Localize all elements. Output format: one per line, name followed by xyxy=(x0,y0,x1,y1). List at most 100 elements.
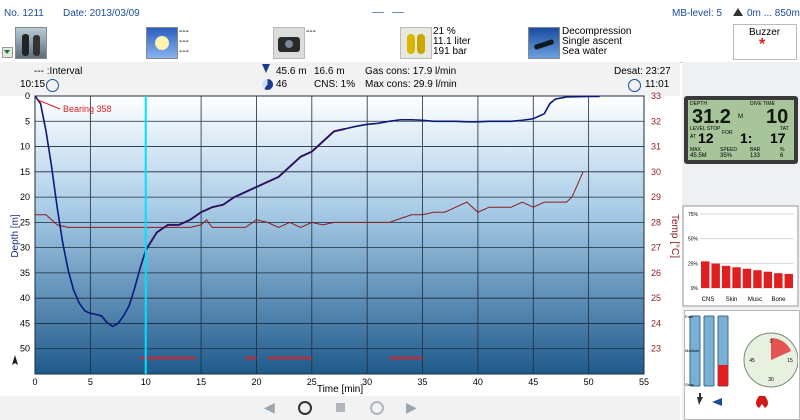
lcd-pct-label: % xyxy=(780,147,785,153)
clock-icon xyxy=(46,79,59,92)
lungs-icon xyxy=(12,355,18,365)
ascent-mode: Single ascent xyxy=(562,36,623,47)
tissue-tube xyxy=(689,315,701,387)
temp-tick-label: 26 xyxy=(651,268,661,278)
avg-depth: 16.6 m xyxy=(314,66,345,77)
exit-time: 11:01 xyxy=(645,79,670,90)
zoom-in-icon[interactable] xyxy=(298,401,312,415)
bearing-annotation: Bearing 358 xyxy=(63,104,112,114)
tissue-bar xyxy=(774,273,783,288)
tissue-bar xyxy=(763,271,773,288)
temp-tick-label: 30 xyxy=(651,167,661,177)
weather-value: --- xyxy=(179,46,189,57)
tissue-category-label: Bone xyxy=(771,297,786,303)
tank-oxygen: 21 % xyxy=(433,26,456,37)
depth-tick-label: 25 xyxy=(20,217,30,227)
lcd-max-value: 45.5M xyxy=(690,153,707,159)
lcd-speed-value: 35% xyxy=(720,153,733,159)
tube-label: Slow xyxy=(685,382,694,387)
tissue-bars xyxy=(701,261,793,288)
water-type: Sea water xyxy=(562,46,608,57)
camera-value: --- xyxy=(306,26,316,37)
tissue-saturation-chart: 75% 50% 25% 0% CNS Skin Musc Bone xyxy=(682,205,799,307)
temp-axis: 33 32 31 30 29 28 27 26 25 24 23 xyxy=(651,91,661,354)
interval-label: --- :Interval xyxy=(34,66,83,77)
temp-tick-label: 25 xyxy=(651,293,661,303)
stopwatch-sector xyxy=(771,338,792,360)
x-tick-label: 40 xyxy=(473,377,483,387)
cns-value: CNS: 1% xyxy=(314,79,356,90)
tissue-y-tick: 25% xyxy=(688,261,699,267)
temp-tick-label: 24 xyxy=(651,318,661,328)
tissue-y-tick: 50% xyxy=(688,237,699,243)
buzzer-panel[interactable]: Buzzer * xyxy=(733,24,797,60)
weather-value: --- xyxy=(179,26,189,37)
buzzer-indicator: * xyxy=(759,36,766,53)
entry-time: 10:15 xyxy=(20,79,46,90)
x-tick-label: 10 xyxy=(141,377,151,387)
temp-tick-label: 28 xyxy=(651,217,661,227)
temperature-series xyxy=(35,171,584,228)
lcd-max-label: MAX xyxy=(690,147,701,153)
dive-time: 46 xyxy=(276,79,288,90)
depth-tick-label: 0 xyxy=(25,91,30,101)
tissue-category-label: Musc xyxy=(748,297,762,303)
gas-consumption: Gas cons: 17.9 l/min xyxy=(365,66,457,77)
dive-computer: DEPTH DIVE TIME 31.2 M 10 LEVEL STOP AT … xyxy=(684,96,798,164)
x-tick-label: 55 xyxy=(639,377,649,387)
lcd-divetime-label: DIVE TIME xyxy=(750,101,775,107)
x-tick-label: 20 xyxy=(251,377,261,387)
depth-tick-label: 20 xyxy=(20,192,30,202)
mb-level: MB-level: 5 xyxy=(672,8,723,19)
temp-tick-label: 23 xyxy=(651,344,661,354)
lcd-bar-label: BAR xyxy=(750,147,761,153)
max-depth-icon xyxy=(262,64,270,73)
tissue-bar xyxy=(701,261,710,288)
time-axis-label: Time [min] xyxy=(317,384,364,395)
stopwatch-label: 30 xyxy=(768,377,774,383)
dive-date: Date: 2013/03/09 xyxy=(63,8,140,19)
x-tick-label: 30 xyxy=(362,377,372,387)
right-panel: DEPTH DIVE TIME 31.2 M 10 LEVEL STOP AT … xyxy=(682,62,800,420)
max-depth: 45.6 m xyxy=(276,66,307,77)
max-consumption: Max cons: 29.9 l/min xyxy=(365,79,457,90)
dive-time-icon xyxy=(262,79,273,90)
diver-icon[interactable] xyxy=(528,27,560,59)
stopwatch-labels: 0 15 30 45 xyxy=(749,339,793,383)
zoom-out-icon[interactable] xyxy=(370,401,384,415)
dash-mark xyxy=(392,12,404,13)
tissue-y-tick: 0% xyxy=(691,286,699,292)
depth-axis: 0 5 10 15 20 25 30 35 40 45 50 xyxy=(20,91,30,354)
lcd-stop-depth: 12 xyxy=(698,130,714,146)
lcd-stop-time: 1: xyxy=(740,130,753,146)
weather-icon[interactable] xyxy=(146,27,178,59)
tissue-bar xyxy=(742,268,752,288)
previous-icon[interactable]: ◀ xyxy=(264,399,275,415)
lcd-divetime-value: 10 xyxy=(766,106,789,128)
x-tick-label: 0 xyxy=(32,377,37,387)
tank-icon[interactable] xyxy=(400,27,432,59)
fan-icon xyxy=(697,393,703,405)
tissue-tube-fill xyxy=(718,365,728,386)
dive-number: No. 1211 xyxy=(4,8,44,19)
x-tick-label: 35 xyxy=(418,377,428,387)
dive-profile-chart[interactable]: 0 5 10 15 20 25 30 35 40 45 50 55 0 5 10 15 20 25 30 35 40 4… xyxy=(0,90,680,396)
tissue-bar xyxy=(721,265,731,288)
lcd-at-label: AT xyxy=(690,134,697,140)
stopwatch-label: 0 xyxy=(770,339,773,345)
x-tick-label: 25 xyxy=(307,377,317,387)
profile-dropdown-button[interactable] xyxy=(2,47,13,58)
camera-icon[interactable] xyxy=(273,27,305,59)
clock-icon xyxy=(628,79,641,92)
tank-volume: 11.1 liter xyxy=(433,36,471,47)
ascent-arrow-icon xyxy=(712,398,722,406)
divers-photo[interactable] xyxy=(15,27,47,59)
bearing-pointer xyxy=(37,99,61,110)
lcd-depth-label: DEPTH xyxy=(690,101,707,107)
x-tick-label: 45 xyxy=(528,377,538,387)
tissue-tubes: Fast Medium Slow xyxy=(685,314,729,387)
lcd-stop-label: LEVEL STOP xyxy=(690,126,721,132)
stop-icon[interactable] xyxy=(336,403,345,412)
next-icon[interactable]: ▶ xyxy=(406,399,417,415)
lcd-depth-value: 31.2 xyxy=(692,106,731,128)
